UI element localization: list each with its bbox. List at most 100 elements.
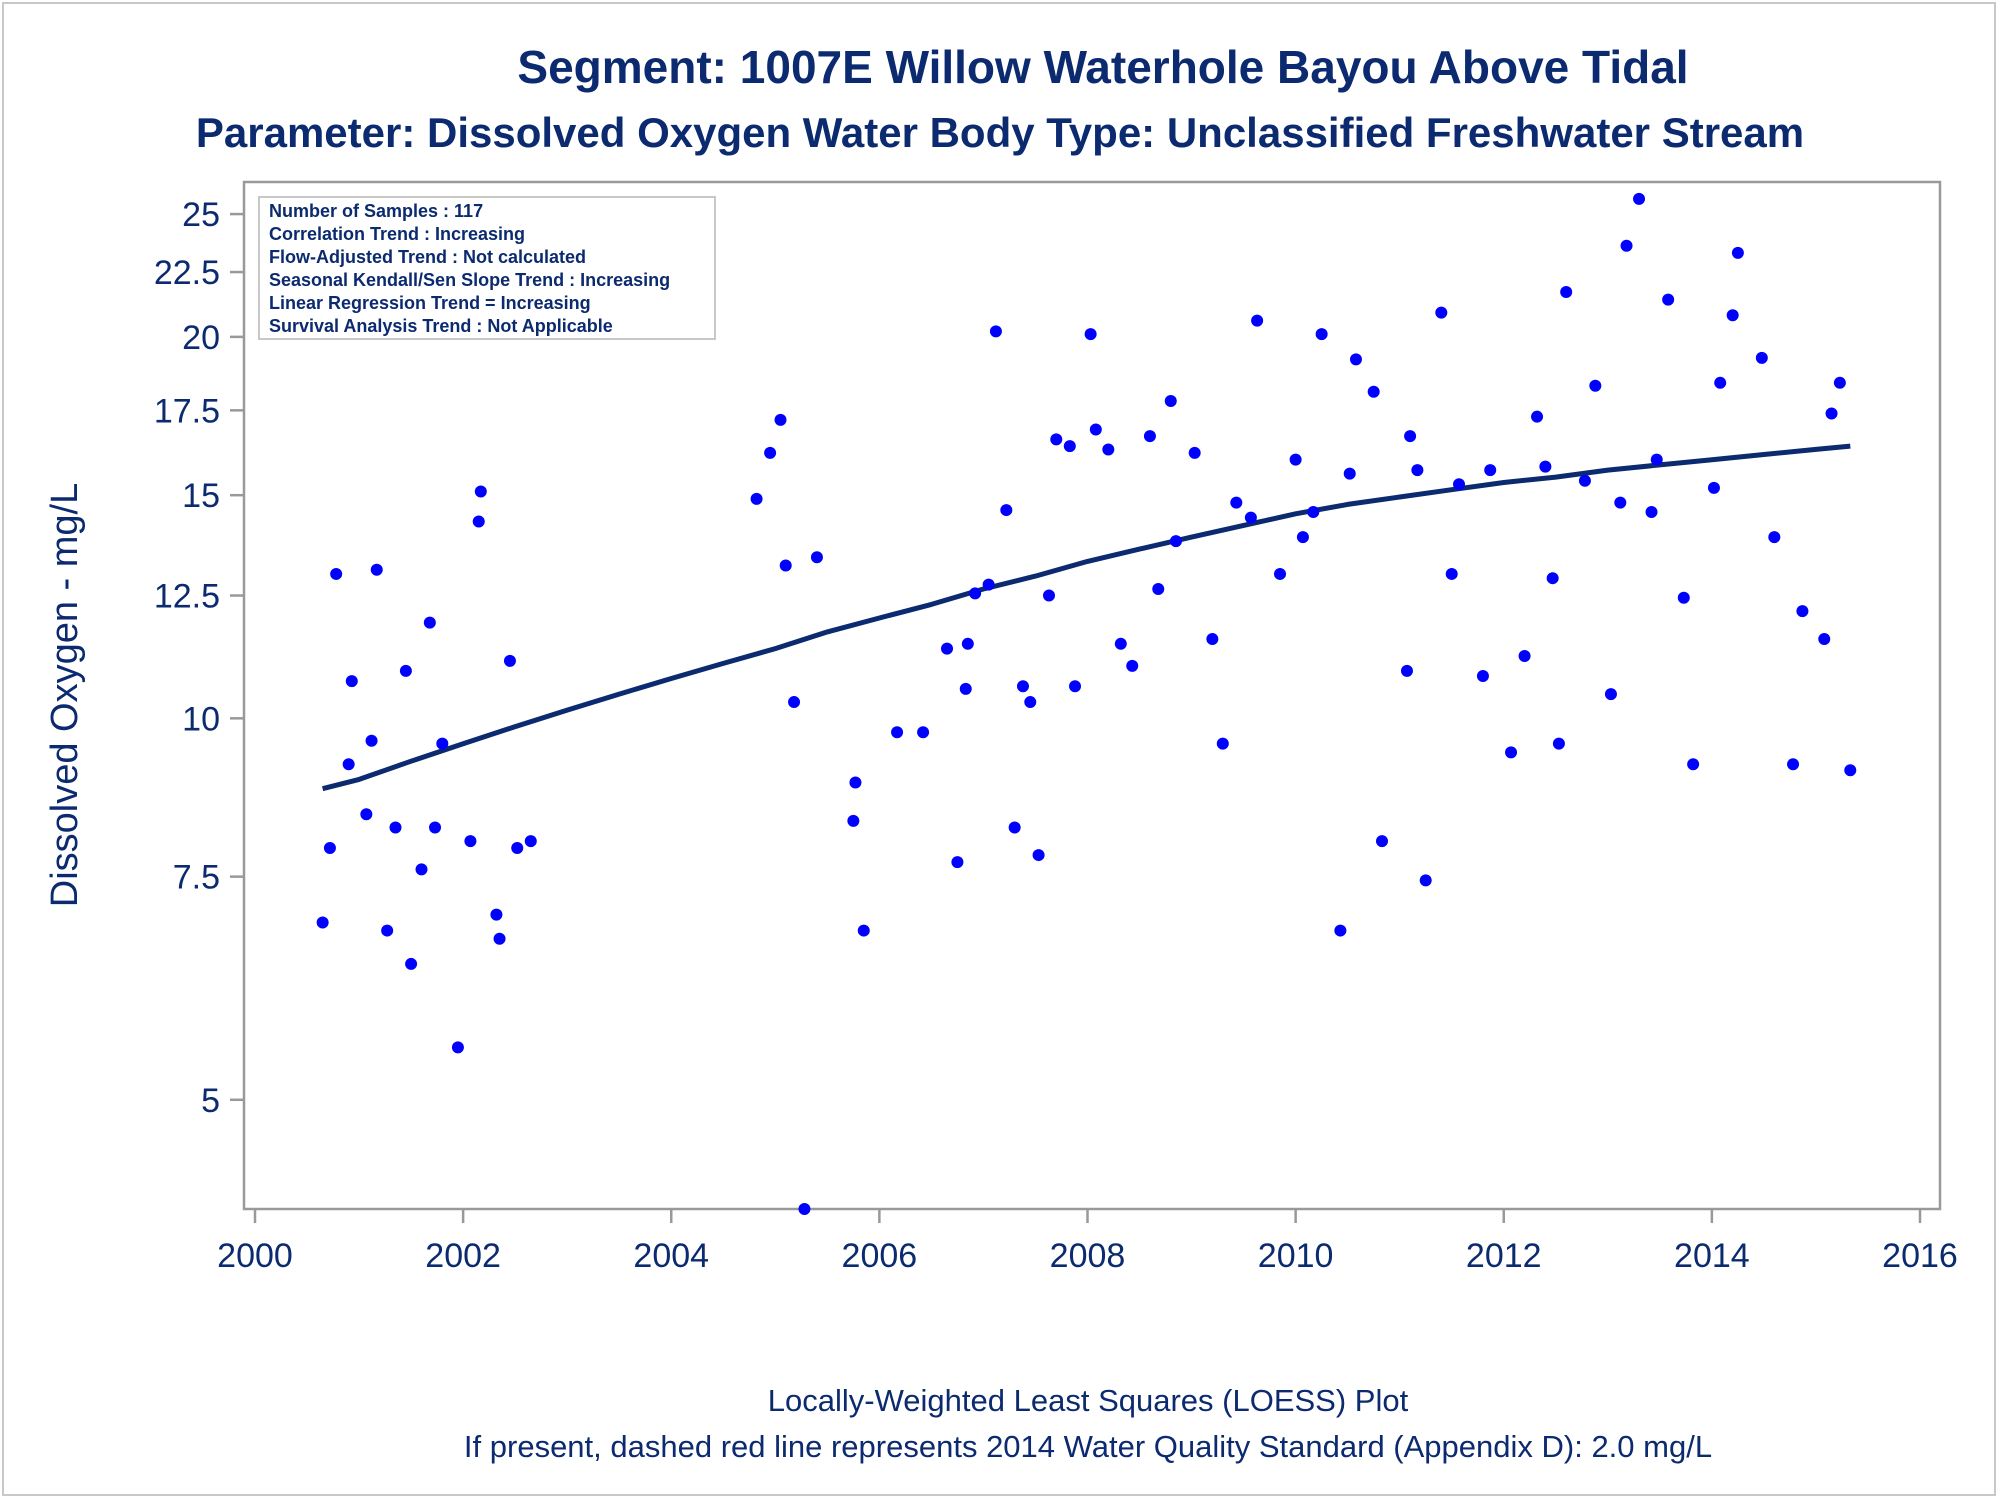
data-point xyxy=(798,1203,811,1215)
chart-title: Segment: 1007E Willow Waterhole Bayou Ab… xyxy=(517,41,1688,93)
data-point xyxy=(1000,504,1013,517)
data-point xyxy=(1084,328,1097,341)
data-point xyxy=(1274,567,1287,580)
x-tick-label: 2014 xyxy=(1674,1237,1750,1275)
loess-curve xyxy=(321,443,1851,792)
data-point xyxy=(1315,328,1328,341)
data-point xyxy=(774,413,787,426)
data-point xyxy=(1476,669,1489,682)
data-point xyxy=(1188,446,1201,459)
data-point xyxy=(810,551,823,564)
data-point xyxy=(1662,293,1675,306)
y-tick-label: 12.5 xyxy=(154,578,220,616)
data-point xyxy=(959,682,972,695)
data-point xyxy=(1016,680,1029,693)
data-point xyxy=(1230,496,1243,509)
data-point xyxy=(847,814,860,827)
data-point xyxy=(1755,351,1768,364)
x-tick-label: 2004 xyxy=(633,1237,709,1275)
stats-line-linear-regression: Linear Regression Trend = Increasing xyxy=(269,293,591,313)
data-point xyxy=(1419,874,1432,887)
data-point xyxy=(1825,407,1838,420)
data-point xyxy=(1063,440,1076,453)
data-point xyxy=(764,446,777,459)
data-point xyxy=(1726,309,1739,322)
data-point xyxy=(1334,924,1347,937)
data-point xyxy=(415,863,428,876)
data-point xyxy=(1650,453,1663,466)
data-point xyxy=(381,924,394,937)
data-point xyxy=(524,835,537,848)
data-point xyxy=(1307,505,1320,518)
data-point xyxy=(1552,737,1565,750)
data-points xyxy=(316,192,1857,1215)
data-point xyxy=(1768,531,1781,544)
data-point xyxy=(316,916,329,929)
data-point xyxy=(1484,464,1497,477)
data-point xyxy=(1844,764,1857,777)
footnote-loess: Locally-Weighted Least Squares (LOESS) P… xyxy=(768,1383,1409,1418)
data-point xyxy=(451,1041,464,1054)
y-tick-label: 17.5 xyxy=(154,392,220,430)
data-point xyxy=(982,578,995,591)
data-point xyxy=(1164,395,1177,408)
footnote-standard: If present, dashed red line represents 2… xyxy=(464,1429,1712,1464)
data-point xyxy=(1633,192,1646,205)
data-point xyxy=(1589,379,1602,392)
data-point xyxy=(1152,582,1165,595)
data-point xyxy=(490,908,503,921)
data-point xyxy=(423,616,436,629)
data-point xyxy=(917,726,930,739)
data-point xyxy=(1687,758,1700,771)
data-point xyxy=(365,734,378,747)
loess-layer xyxy=(321,443,1851,792)
data-point xyxy=(1787,758,1800,771)
data-point xyxy=(342,758,355,771)
data-point xyxy=(1505,746,1518,759)
x-tick-label: 2006 xyxy=(842,1237,918,1275)
data-point xyxy=(1216,737,1229,750)
data-point xyxy=(1604,688,1617,701)
stats-box: Number of Samples : 117 Correlation Tren… xyxy=(258,196,716,340)
data-point xyxy=(1818,633,1831,646)
data-point xyxy=(1375,835,1388,848)
data-point xyxy=(1731,246,1744,259)
chart-subtitle: Parameter: Dissolved Oxygen Water Body T… xyxy=(196,109,1804,156)
data-point xyxy=(1102,443,1115,456)
data-point xyxy=(1343,467,1356,480)
plot-area xyxy=(242,180,1942,1211)
data-point xyxy=(989,325,1002,338)
data-point xyxy=(1289,453,1302,466)
stats-box-border xyxy=(258,196,716,340)
data-point xyxy=(1400,664,1413,677)
x-tick-label: 2002 xyxy=(425,1237,501,1275)
data-point xyxy=(1050,433,1063,446)
data-point xyxy=(1546,572,1559,585)
y-tick-label: 20 xyxy=(182,319,220,357)
x-axis: 2000 2002 2004 2006 2008 2010 2012 2014 2016 xyxy=(217,1209,1958,1275)
data-point xyxy=(1206,633,1219,646)
stats-line-survival: Survival Analysis Trend : Not Applicable xyxy=(269,316,613,336)
data-point xyxy=(1296,531,1309,544)
y-tick-label: 22.5 xyxy=(154,254,220,292)
data-point xyxy=(1411,464,1424,477)
data-point xyxy=(1042,589,1055,602)
data-point xyxy=(1114,637,1127,650)
data-point xyxy=(511,842,524,855)
data-point xyxy=(1620,239,1633,252)
data-point xyxy=(399,664,412,677)
data-point xyxy=(1796,605,1809,618)
data-point xyxy=(1024,696,1037,709)
data-point xyxy=(961,637,974,650)
stats-line-correlation: Correlation Trend : Increasing xyxy=(269,224,525,244)
y-tick-label: 10 xyxy=(182,700,220,738)
data-point xyxy=(1445,567,1458,580)
data-point xyxy=(1714,376,1727,389)
data-point xyxy=(750,492,763,505)
data-point xyxy=(474,485,487,498)
data-point xyxy=(1126,659,1139,672)
data-point xyxy=(1169,535,1182,548)
data-point xyxy=(1531,410,1544,423)
data-point xyxy=(323,842,336,855)
data-point xyxy=(1833,376,1846,389)
